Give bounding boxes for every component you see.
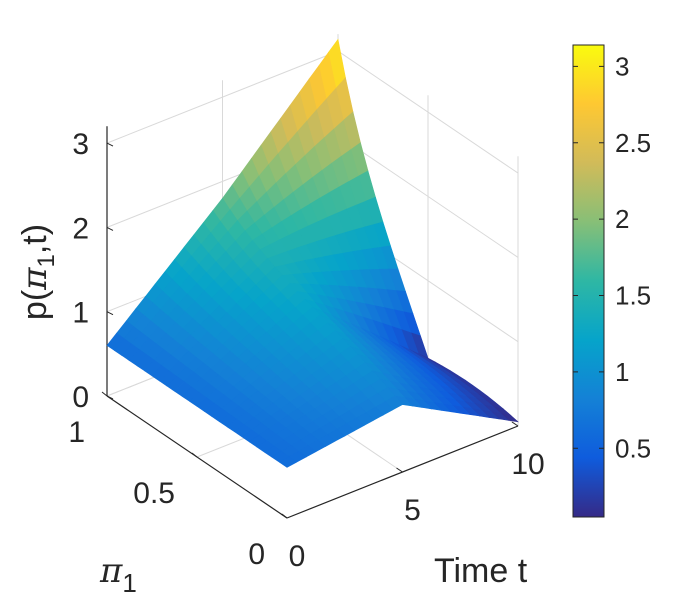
z-tick-mark [106,226,114,231]
z-tick-mark [106,395,114,400]
time-tick-label: 0 [289,540,306,573]
pi1-tick-mark [101,391,108,397]
colorbar-gradient [572,44,605,518]
z-tick-label: 2 [72,212,89,245]
pi1-tick-label: 0 [248,538,265,571]
colorbar-tick-label: 1 [615,357,629,387]
z-tick-mark [106,142,114,147]
z-tick-label: 3 [72,128,89,161]
x-axis-label: π1 [99,551,137,598]
z-tick-label: 0 [72,381,89,414]
pi1-tick-mark [191,452,198,458]
colorbar-tick-label: 2 [615,204,629,234]
z-tick-mark [106,311,114,316]
surface-mesh [106,38,519,468]
colorbar-tick-label: 1.5 [615,281,651,311]
time-tick-mark [280,513,288,519]
pi1-tick-label: 1 [68,416,85,449]
time-tick-mark [511,421,519,427]
pi1-tick-label: 0.5 [133,477,175,510]
time-tick-label: 10 [511,448,544,481]
colorbar-tick-label: 0.5 [615,433,651,463]
time-tick-label: 5 [404,494,421,527]
z-tick-label: 1 [72,297,89,330]
colorbar: 0.5 1 1.5 2 2.5 3 [572,44,651,518]
colorbar-tick-label: 2.5 [615,128,651,158]
t-axis-label: Time t [434,552,528,590]
colorbar-tick-label: 3 [615,51,629,81]
z-axis-label: p(π1,t) [15,224,60,320]
surface-patch [278,456,298,468]
time-tick-mark [396,467,403,473]
